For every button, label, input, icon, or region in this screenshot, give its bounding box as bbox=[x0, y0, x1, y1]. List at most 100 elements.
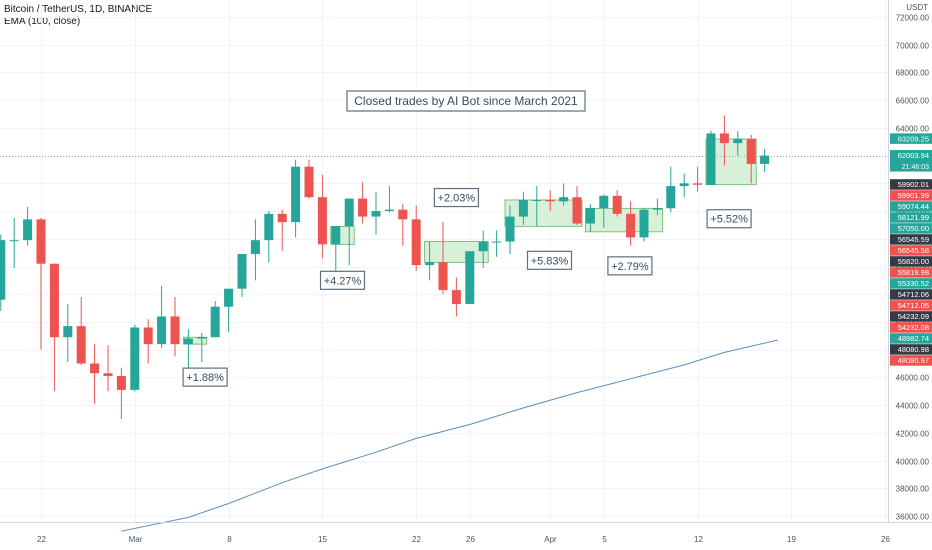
y-tick-label: 42000.00 bbox=[896, 430, 930, 439]
candle-body bbox=[545, 199, 555, 202]
x-tick-label: 12 bbox=[694, 535, 703, 544]
trade-label: +2.03% bbox=[438, 193, 476, 205]
candle-body bbox=[451, 290, 461, 304]
candle-body bbox=[90, 363, 100, 374]
candle-body bbox=[130, 327, 140, 390]
price-tag-label: 54712.05 bbox=[898, 301, 929, 310]
price-tag-bg bbox=[890, 245, 932, 256]
countdown-label: 21:46:03 bbox=[902, 164, 929, 171]
chart-title: Closed trades by AI Bot since March 2021 bbox=[354, 94, 578, 108]
price-tag-label: 56545.59 bbox=[898, 235, 929, 244]
price-tag-bg bbox=[890, 278, 932, 289]
candle-body bbox=[331, 226, 341, 245]
trade-boxes bbox=[183, 138, 757, 345]
y-tick-label: 72000.00 bbox=[896, 14, 930, 23]
price-tag-label: 58121.99 bbox=[898, 213, 929, 222]
y-tick-label: 40000.00 bbox=[896, 458, 930, 467]
y-tick-label: 66000.00 bbox=[896, 97, 930, 106]
symbol-title: Bitcoin / TetherUS, 1D, BINANCE bbox=[4, 4, 153, 15]
candle-body bbox=[9, 240, 19, 242]
candle-body bbox=[505, 216, 515, 242]
candle-body bbox=[733, 138, 743, 144]
price-tag-bg bbox=[890, 311, 932, 322]
price-tag-label: 55820.00 bbox=[898, 257, 929, 266]
trade-label-box bbox=[182, 367, 228, 387]
y-tick-label: 36000.00 bbox=[896, 513, 930, 522]
candlesticks bbox=[0, 115, 770, 419]
candle-body bbox=[492, 241, 502, 243]
candle-body bbox=[411, 219, 421, 266]
candle-body bbox=[706, 133, 716, 185]
x-tick-label: 5 bbox=[602, 535, 607, 544]
trade-range-box bbox=[585, 207, 663, 233]
price-tag-label: 55819.98 bbox=[898, 268, 929, 277]
candle-body bbox=[170, 316, 180, 345]
trade-label-box bbox=[607, 256, 653, 276]
x-tick-label: 15 bbox=[318, 535, 327, 544]
candle-body bbox=[626, 213, 636, 238]
candle-body bbox=[398, 209, 408, 220]
y-tick-label: 38000.00 bbox=[896, 485, 930, 494]
candle-body bbox=[49, 263, 59, 338]
price-tag-label: 59902.01 bbox=[898, 180, 929, 189]
candle-body bbox=[639, 209, 649, 238]
ema-line bbox=[121, 339, 779, 532]
price-tag-label: 62003.94 bbox=[898, 151, 929, 160]
x-tick-label: 8 bbox=[227, 535, 232, 544]
candle-body bbox=[183, 338, 193, 345]
candle-body bbox=[652, 208, 662, 210]
trade-range-box bbox=[183, 336, 208, 345]
price-tag-bg bbox=[890, 201, 932, 212]
price-tag-label: 48080.97 bbox=[898, 356, 929, 365]
price-tag-bg bbox=[890, 190, 932, 201]
trade-annotations: +1.88% +4.27% +2.03% +5.83% +2.79% +5.52% bbox=[182, 187, 752, 387]
x-tick-label: 22 bbox=[37, 535, 46, 544]
candle-body bbox=[304, 166, 314, 198]
price-tag-bg bbox=[890, 150, 932, 172]
price-tag-label: 56545.58 bbox=[898, 246, 929, 255]
price-tag-bg bbox=[890, 212, 932, 223]
candle-body bbox=[465, 251, 475, 304]
price-tag-label: 59901.99 bbox=[898, 191, 929, 200]
x-tick-label: Mar bbox=[129, 535, 143, 544]
candle-body bbox=[36, 219, 46, 264]
candle-body bbox=[599, 195, 609, 209]
candle-body bbox=[237, 254, 247, 289]
candle-body bbox=[612, 195, 622, 214]
candle-body bbox=[224, 288, 234, 307]
trade-range-box bbox=[504, 199, 583, 227]
trade-label-box bbox=[319, 270, 366, 290]
y-tick-label: 68000.00 bbox=[896, 69, 930, 78]
time-axis[interactable]: 22 Mar 8 15 22 26 Apr 5 12 19 26 bbox=[0, 522, 932, 545]
price-tag-bg bbox=[890, 267, 932, 278]
candle-body bbox=[291, 166, 301, 223]
price-tag-label: 54232.08 bbox=[898, 323, 929, 332]
candle-body bbox=[344, 198, 354, 227]
price-tag-bg bbox=[890, 223, 932, 234]
trade-label-box bbox=[433, 187, 479, 208]
y-tick-label: 64000.00 bbox=[896, 125, 930, 134]
price-tag-label: 54232.09 bbox=[898, 312, 929, 321]
candle-body bbox=[425, 262, 435, 266]
candle-body bbox=[143, 327, 153, 345]
price-tag-bg bbox=[890, 344, 932, 355]
x-tick-label: Apr bbox=[544, 535, 557, 544]
price-tag-label: 57050.00 bbox=[898, 224, 929, 233]
trade-label: +5.52% bbox=[710, 214, 748, 226]
trade-label: +5.83% bbox=[531, 255, 569, 267]
candle-body bbox=[572, 197, 582, 224]
y-tick-label: 58000.00 bbox=[896, 208, 930, 217]
price-tag-label: 48982.74 bbox=[898, 334, 929, 343]
trade-label: +4.27% bbox=[324, 275, 362, 287]
chart-title-box: Closed trades by AI Bot since March 2021 bbox=[346, 90, 586, 112]
candle-body bbox=[157, 316, 167, 345]
price-tag-label: 63209.25 bbox=[898, 134, 929, 143]
y-tick-label: 46000.00 bbox=[896, 374, 930, 383]
candle-body bbox=[585, 208, 595, 224]
currency-label: USDT bbox=[906, 3, 928, 12]
candle-body bbox=[438, 262, 448, 291]
candle-body bbox=[384, 209, 394, 212]
price-tag-bg bbox=[890, 179, 932, 190]
